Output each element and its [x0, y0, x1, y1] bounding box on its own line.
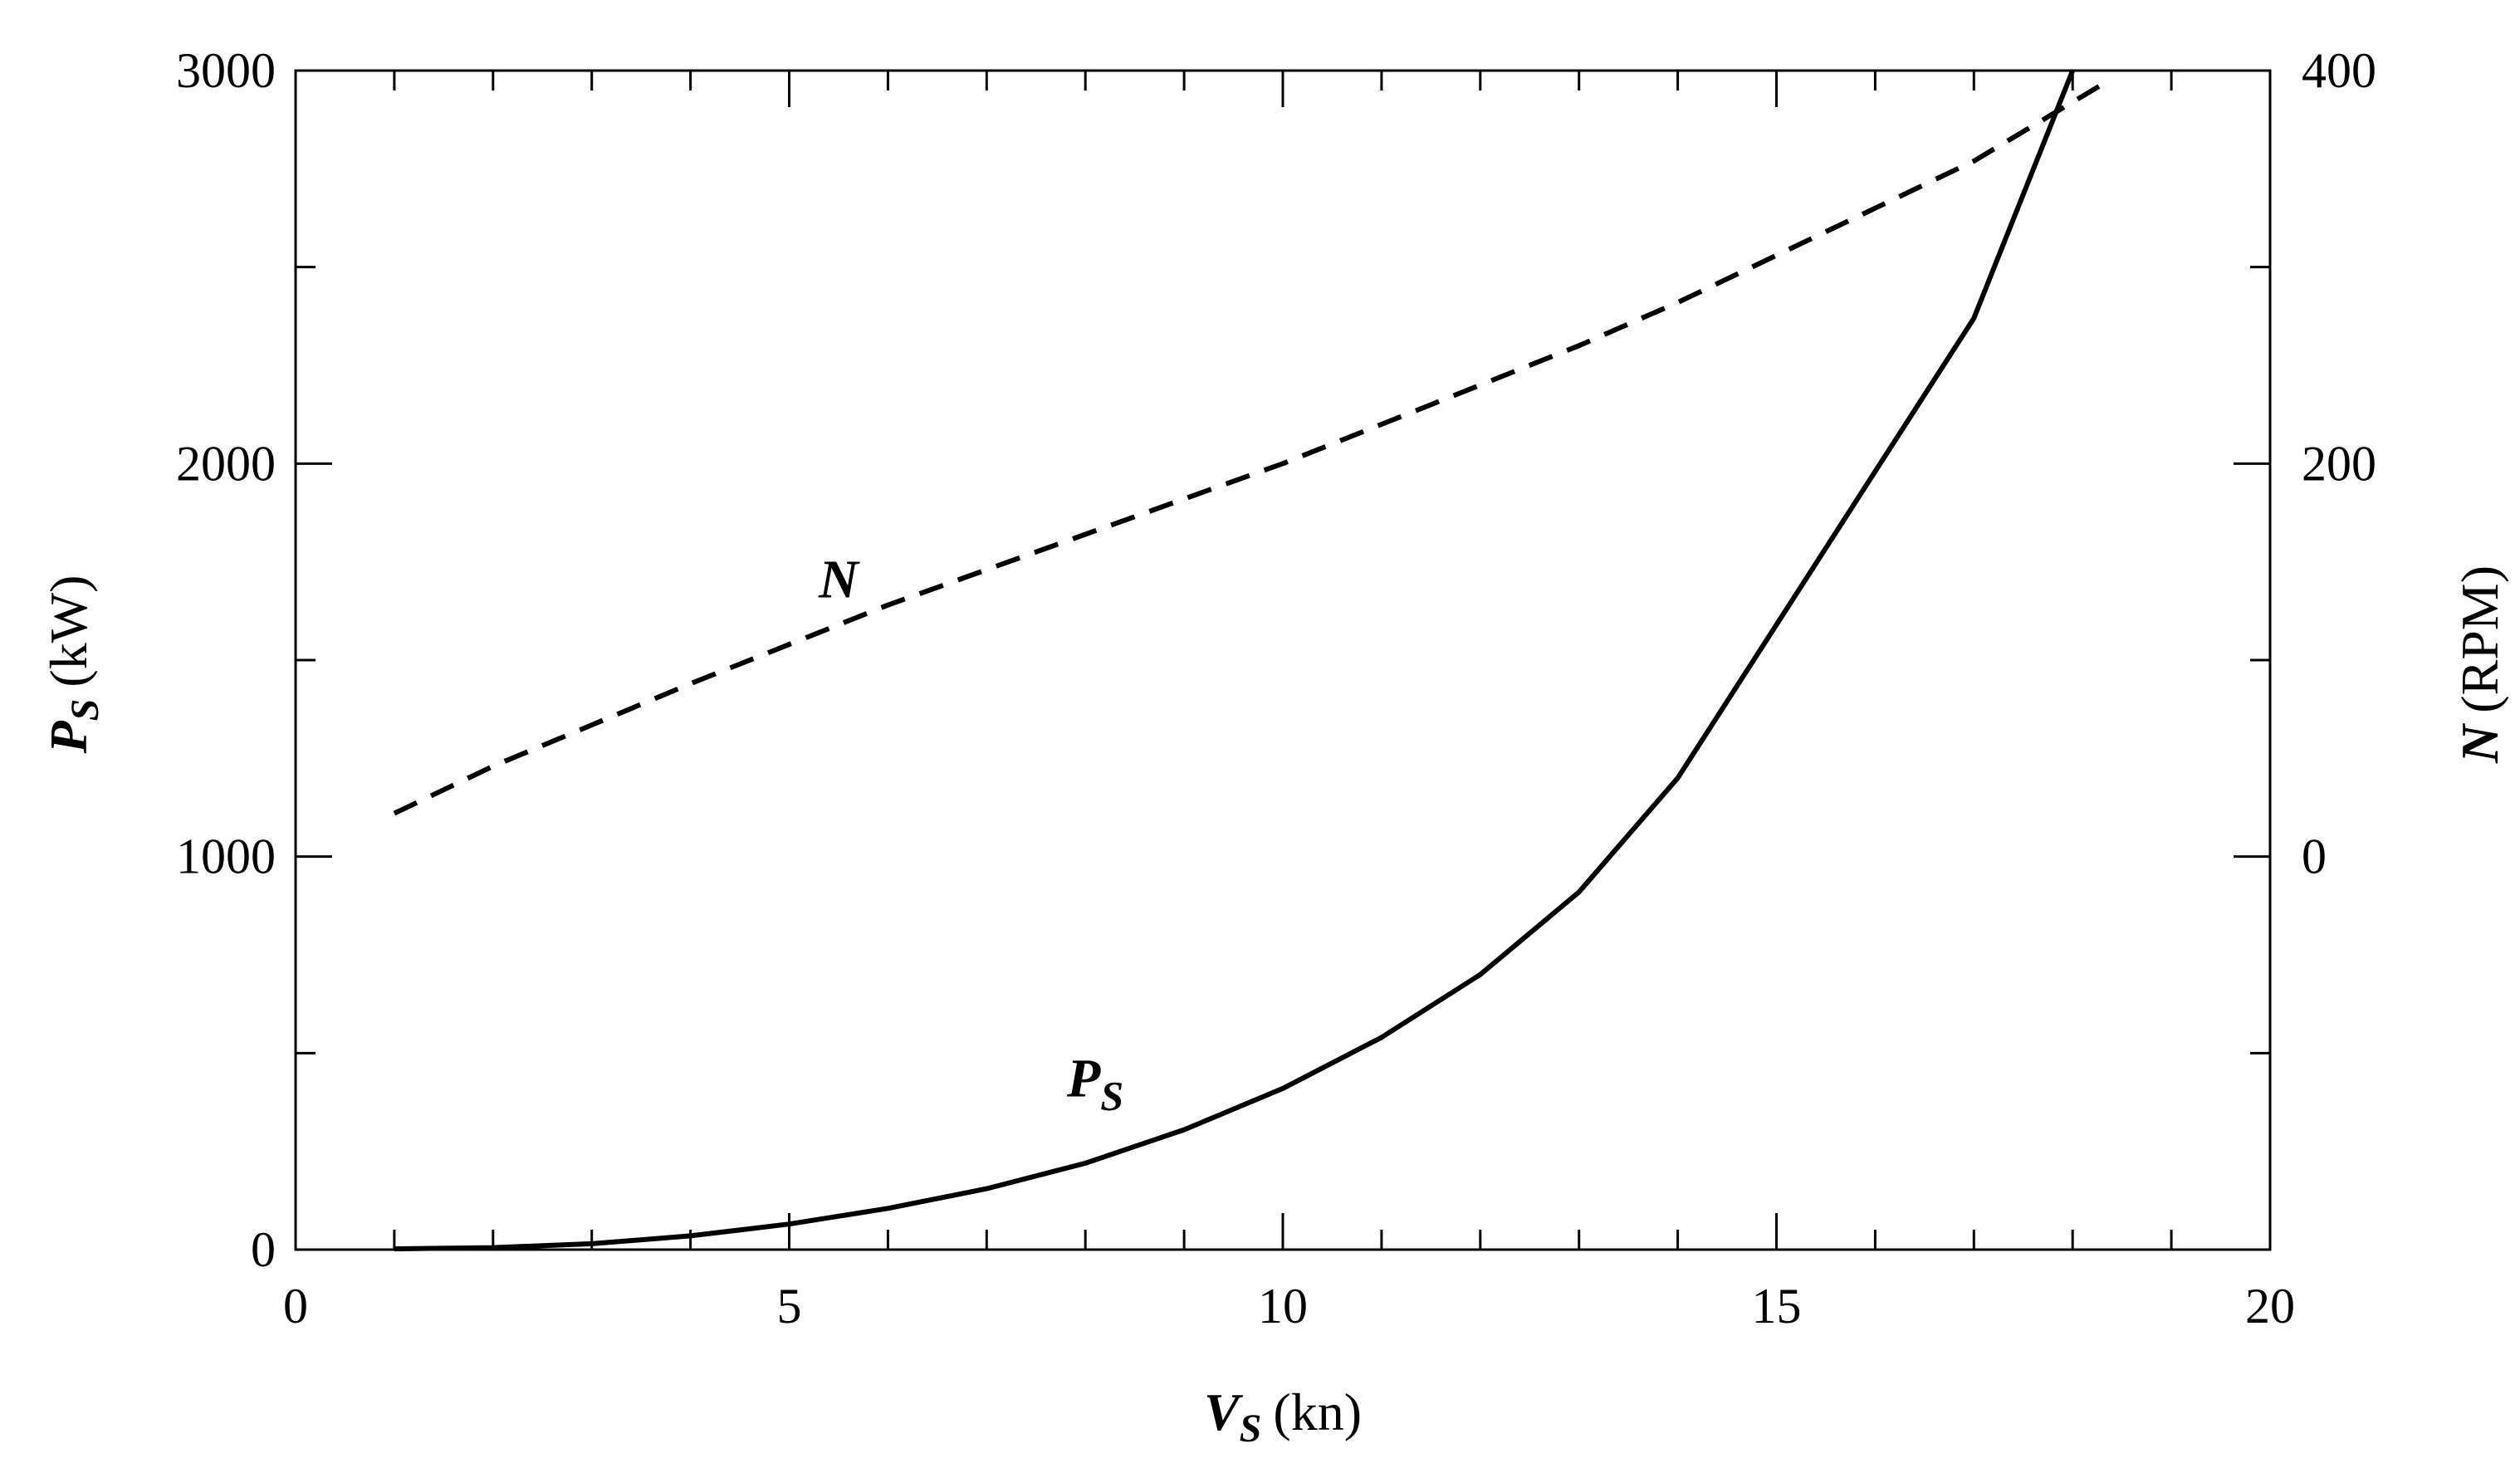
left-y-tick-label: 1000	[176, 829, 276, 884]
right-y-tick-label: 0	[2302, 829, 2327, 884]
x-axis-title: VS (kn)	[1204, 1382, 1362, 1451]
x-axis-symbol: V	[1204, 1382, 1244, 1441]
left-y-tick-label: 0	[251, 1222, 276, 1277]
left-y-axis-subscript: S	[63, 699, 107, 722]
right-y-axis-title: N (RPM)	[2450, 565, 2509, 764]
x-tick-label: 5	[777, 1279, 802, 1333]
series-label-ps-name: P	[1066, 1048, 1101, 1108]
tick-layer	[294, 69, 2272, 1251]
right-y-tick-label: 400	[2302, 43, 2376, 98]
plot-frame	[294, 69, 2272, 1251]
right-y-tick-label: 200	[2302, 436, 2376, 491]
series-label-n: N	[818, 549, 860, 609]
left-y-axis-unit: (kW)	[39, 575, 98, 688]
left-y-axis-title: PS (kW)	[39, 575, 107, 755]
series-line-ps	[394, 69, 2075, 1252]
series-label-ps-subscript: S	[1100, 1072, 1123, 1118]
left-y-axis-symbol: P	[39, 720, 98, 754]
axis-title-layer: VS (kn) PS(kW) N(RPM)	[39, 565, 2509, 1451]
x-tick-label: 10	[1258, 1279, 1308, 1333]
series-layer	[393, 69, 2104, 1252]
right-y-axis-symbol: N	[2450, 722, 2509, 764]
series-label-ps: PS	[1066, 1048, 1123, 1118]
x-tick-label: 15	[1752, 1279, 1802, 1333]
x-axis-subscript: S	[1240, 1407, 1262, 1451]
left-y-tick-label: 2000	[176, 436, 276, 491]
plot-frame-layer	[294, 69, 2272, 1251]
left-y-tick-label: 3000	[176, 43, 276, 98]
series-label-layer: PS N	[818, 549, 1123, 1118]
series-line-n	[393, 82, 2104, 816]
x-tick-label: 0	[283, 1279, 308, 1333]
x-axis-unit: (kn)	[1273, 1382, 1362, 1441]
x-tick-label: 20	[2245, 1279, 2295, 1333]
right-y-axis-unit: (RPM)	[2450, 565, 2509, 713]
